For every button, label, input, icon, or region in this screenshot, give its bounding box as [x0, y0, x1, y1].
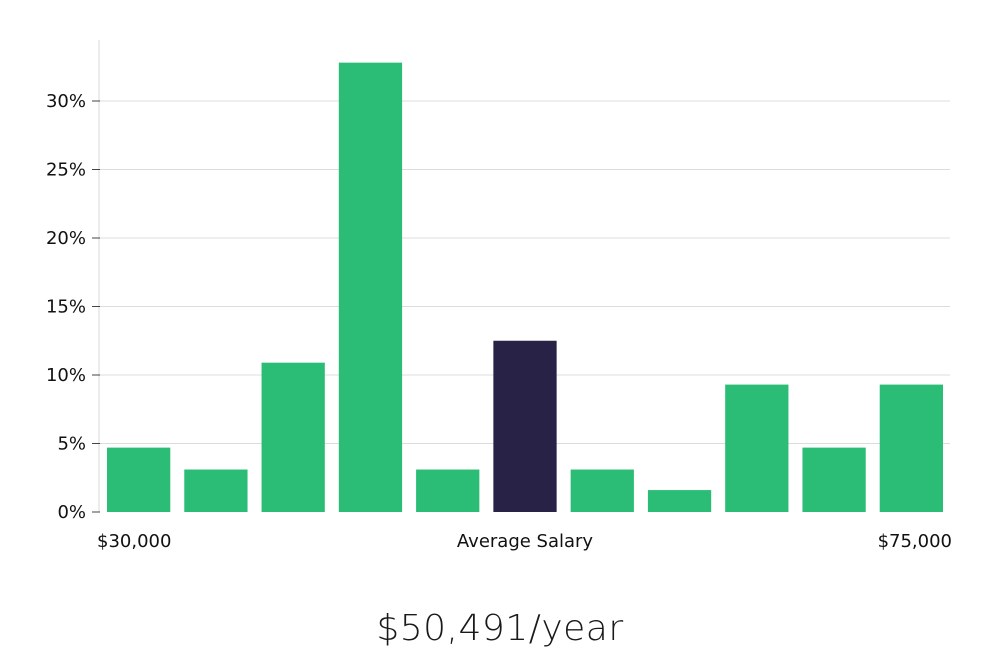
- y-tick-label: 20%: [46, 228, 86, 249]
- bar: [879, 384, 943, 512]
- bar: [570, 469, 634, 512]
- x-axis-center-label: Average Salary: [457, 531, 594, 552]
- bar: [725, 384, 789, 512]
- bar: [416, 469, 480, 512]
- y-tick-label: 10%: [46, 365, 86, 386]
- y-tick-label: 5%: [57, 434, 86, 455]
- y-tick-label: 0%: [57, 502, 86, 523]
- x-axis-min-label: $30,000: [97, 531, 171, 552]
- bar: [338, 62, 403, 512]
- bar-average-salary: [493, 340, 557, 512]
- average-salary-value: $50,491/year: [376, 608, 624, 649]
- gridlines: [100, 100, 950, 444]
- salary-histogram: 0% 5% 10% 15% 20% 25% 30% $30,000 Average Sala…: [46, 40, 952, 552]
- bar: [261, 362, 325, 512]
- y-tick-label: 15%: [46, 297, 86, 318]
- bar: [647, 490, 712, 512]
- bars: [107, 62, 943, 512]
- y-tick-label: 30%: [46, 91, 86, 112]
- x-axis-max-label: $75,000: [878, 531, 952, 552]
- bar: [184, 469, 248, 512]
- y-tick-label: 25%: [46, 160, 86, 181]
- bar: [107, 447, 171, 512]
- y-axis-ticks: 0% 5% 10% 15% 20% 25% 30%: [46, 91, 100, 523]
- bar: [802, 447, 866, 512]
